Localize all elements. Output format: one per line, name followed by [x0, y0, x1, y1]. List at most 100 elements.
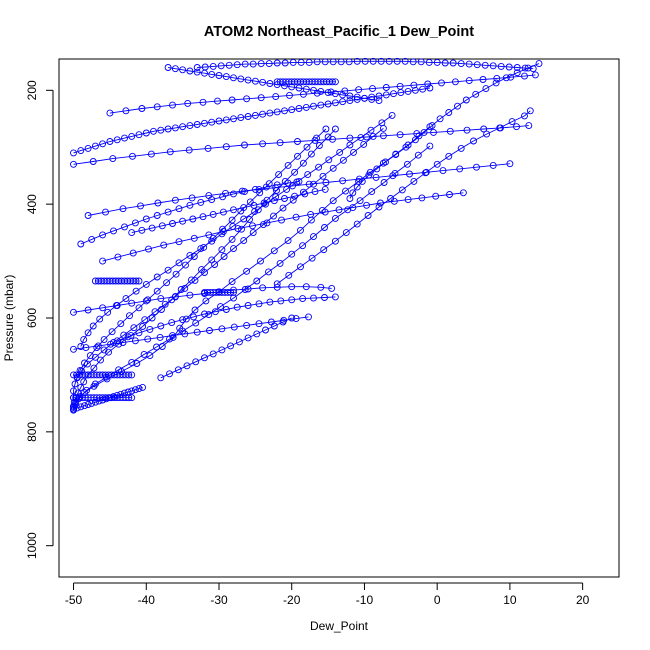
- data-point: [70, 405, 77, 413]
- data-point: [355, 86, 363, 94]
- data-point: [230, 245, 237, 253]
- data-point: [99, 140, 107, 148]
- data-point: [335, 206, 343, 214]
- data-point: [193, 121, 201, 128]
- data-point: [411, 86, 419, 94]
- data-point: [465, 60, 473, 68]
- series-group: [193, 57, 537, 73]
- data-point: [220, 253, 228, 260]
- data-point: [91, 398, 99, 406]
- data-point: [489, 161, 497, 169]
- data-point: [409, 58, 417, 66]
- data-point: [493, 74, 501, 82]
- data-point: [142, 129, 150, 137]
- data-point: [235, 338, 243, 346]
- data-point: [331, 99, 339, 107]
- data-point: [346, 134, 354, 142]
- data-point: [375, 203, 383, 211]
- data-point: [508, 118, 516, 126]
- data-point: [80, 336, 88, 344]
- data-point: [186, 291, 194, 299]
- data-point: [160, 241, 168, 249]
- data-point: [78, 367, 85, 375]
- data-point: [171, 293, 179, 301]
- data-point: [302, 85, 310, 93]
- data-point: [305, 313, 312, 321]
- data-point: [222, 143, 230, 151]
- data-point: [190, 253, 198, 260]
- data-point: [372, 173, 380, 181]
- data-point: [174, 366, 182, 374]
- data-point: [175, 205, 183, 213]
- data-point: [186, 122, 194, 130]
- data-point: [71, 380, 79, 388]
- data-point: [382, 84, 390, 91]
- data-point: [70, 308, 77, 316]
- data-point: [266, 80, 274, 87]
- data-point: [230, 74, 237, 82]
- data-point: [141, 316, 149, 324]
- series-line: [168, 67, 380, 102]
- data-point: [360, 140, 368, 148]
- data-point: [146, 325, 154, 333]
- data-point: [102, 208, 109, 216]
- series-line: [131, 188, 326, 234]
- data-point: [191, 276, 199, 284]
- series-group: [70, 371, 136, 379]
- data-point: [324, 89, 332, 97]
- data-point: [179, 66, 187, 74]
- data-point: [119, 205, 127, 213]
- data-point: [299, 90, 307, 98]
- data-point: [433, 160, 441, 168]
- data-point: [201, 269, 208, 276]
- data-point: [244, 334, 252, 342]
- data-point: [331, 78, 339, 86]
- data-point: [377, 199, 384, 207]
- data-point: [151, 308, 159, 316]
- data-point: [171, 124, 179, 132]
- data-point: [246, 198, 254, 206]
- data-point: [297, 58, 305, 66]
- data-point: [215, 72, 223, 79]
- data-point: [506, 160, 514, 168]
- y-tick-label: 1000: [25, 532, 39, 559]
- data-point: [125, 371, 133, 379]
- data-point: [208, 196, 216, 204]
- data-point: [189, 215, 197, 223]
- data-point: [375, 92, 383, 100]
- series-group: [70, 142, 434, 411]
- data-point: [113, 391, 121, 399]
- series-group: [70, 122, 533, 168]
- data-point: [77, 240, 85, 248]
- data-point: [137, 202, 144, 210]
- x-axis: -50 -40 -30 -20 -10 0 10 20: [65, 582, 590, 607]
- data-point: [281, 82, 288, 90]
- data-point: [299, 295, 307, 303]
- data-point: [391, 169, 399, 177]
- data-point: [230, 206, 237, 214]
- data-point: [201, 354, 208, 362]
- data-point: [257, 60, 265, 68]
- data-point: [303, 143, 311, 151]
- data-point: [243, 267, 251, 275]
- data-point: [377, 57, 385, 65]
- data-point: [288, 83, 296, 91]
- data-point: [270, 197, 278, 205]
- data-point: [157, 322, 165, 330]
- data-point: [238, 225, 245, 233]
- data-point: [299, 242, 307, 250]
- data-point: [249, 222, 256, 230]
- y-tick-label: 600: [25, 308, 39, 328]
- data-point: [266, 298, 274, 306]
- data-point: [243, 95, 251, 103]
- data-point: [285, 271, 293, 279]
- data-point: [341, 87, 349, 95]
- data-point: [299, 188, 307, 196]
- data-point: [257, 257, 264, 265]
- data-point: [422, 168, 430, 176]
- data-point: [135, 329, 143, 337]
- y-axis-label: Pressure (mbar): [2, 275, 16, 362]
- data-point: [331, 293, 339, 301]
- data-point: [222, 306, 230, 313]
- data-point: [270, 247, 278, 255]
